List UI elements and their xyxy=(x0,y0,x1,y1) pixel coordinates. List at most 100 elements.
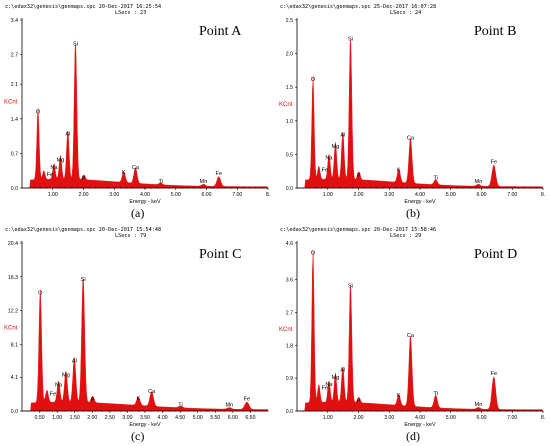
panel-d: c:\edax32\genesis\genmaps.spc 20-Dec-201… xyxy=(275,223,550,446)
peak-label: Ca xyxy=(407,333,415,339)
header-path: c:\edax32\genesis\genmaps.spc xyxy=(280,227,371,233)
y-axis-label: KCnt xyxy=(4,325,18,331)
x-tick-label: 1.00 xyxy=(52,415,62,421)
peak-label: Ti xyxy=(433,391,437,397)
x-tick-label: 2.00 xyxy=(353,415,363,421)
panel-c: c:\edax32\genesis\genmaps.spc 20-Dec-201… xyxy=(0,223,275,446)
x-tick-label: 3.00 xyxy=(122,415,132,421)
x-tick-label: 3.00 xyxy=(109,192,119,198)
peak-label: Ti xyxy=(158,179,162,185)
x-tick-label: 2.50 xyxy=(105,415,115,421)
y-tick-label: 1.0 xyxy=(286,119,293,125)
x-tick-label: 0.50 xyxy=(35,415,45,421)
panel-a: c:\edax32\genesis\genmaps.spc 20-Dec-201… xyxy=(0,0,275,223)
x-tick-label: 4.00 xyxy=(415,415,425,421)
header-lsecs: LSecs : 79 xyxy=(115,233,147,239)
peak-label: Al xyxy=(340,133,345,139)
x-tick-label: 5.00 xyxy=(446,192,456,198)
x-tick-label: 6.00 xyxy=(476,192,486,198)
spectrum-area xyxy=(22,43,269,189)
x-tick-label: 5.50 xyxy=(210,415,220,421)
peak-label: Si xyxy=(73,42,78,48)
y-tick-label: 3.6 xyxy=(286,278,293,284)
y-tick-label: 16.3 xyxy=(8,275,18,281)
peak-label: Fe xyxy=(491,371,498,377)
x-tick-label: 3.00 xyxy=(384,192,394,198)
x-axis-label: Energy - keV xyxy=(129,199,161,205)
y-tick-label: 12.2 xyxy=(8,309,18,315)
peak-label: Si xyxy=(348,37,353,43)
x-tick-label: 4.00 xyxy=(415,192,425,198)
x-tick-label: 8. xyxy=(266,192,270,198)
header-lsecs: LSecs : 24 xyxy=(390,10,422,16)
peak-label: Si xyxy=(348,283,353,289)
point-title: Point A xyxy=(199,24,242,39)
spectrum-area xyxy=(22,278,269,412)
x-tick-label: 1.00 xyxy=(323,192,333,198)
peak-label: Mg xyxy=(62,373,70,379)
x-tick-label: 5.00 xyxy=(193,415,203,421)
peak-label: Fe xyxy=(322,168,329,174)
spectrum-chart-b: 2.5 2.0 1.5 1.0 0.5 0.0 KCnt 1.00 2.00 3.00 4.00 5.… xyxy=(279,18,545,205)
peak-label: Mn xyxy=(225,402,233,408)
x-tick-label: 5.00 xyxy=(171,192,181,198)
y-tick-label: 3.4 xyxy=(11,18,18,24)
x-tick-label: 7.00 xyxy=(232,192,242,198)
header-date: 20-Dec-2017 15:58:46 xyxy=(373,227,437,233)
peak-label: Al xyxy=(340,367,345,373)
y-tick-label: 0.7 xyxy=(11,151,18,157)
x-axis-label: Energy - keV xyxy=(404,199,436,205)
peak-label: K xyxy=(397,393,401,399)
subfigure-label: (d) xyxy=(406,429,420,443)
header-line-1: c:\edax32\genesis\genmaps.spc 25-Dec-201… xyxy=(280,4,436,10)
y-tick-label: 1.4 xyxy=(11,117,18,123)
peak-label: Na xyxy=(325,155,333,161)
spectrum-chart-c: 20.4 16.3 12.2 8.1 4.1 0.0 KCnt 0.50 1.00 1.50 2.0… xyxy=(4,241,269,428)
y-tick-label: 4.6 xyxy=(286,241,293,247)
x-tick-label: 8. xyxy=(541,415,545,421)
point-title: Point D xyxy=(474,247,518,262)
peak-label: Na xyxy=(55,383,63,389)
header-path: c:\edax32\genesis\genmaps.spc xyxy=(5,227,96,233)
y-tick-label: 8.1 xyxy=(11,342,18,348)
peak-label: P xyxy=(357,399,361,405)
x-tick-label: 6.50 xyxy=(245,415,255,421)
peak-label: O xyxy=(311,251,316,257)
peak-label: Fe xyxy=(244,397,251,403)
peak-label: Fe xyxy=(491,159,498,165)
peak-label: Ti xyxy=(178,402,182,408)
peak-label: Ca xyxy=(407,135,415,141)
y-tick-label: 2.1 xyxy=(11,82,18,88)
spectrum-fill xyxy=(22,43,269,189)
x-tick-label: 3.50 xyxy=(140,415,150,421)
peak-label: Fe xyxy=(50,392,57,398)
peak-label: K xyxy=(397,168,401,174)
y-tick-label: 0.0 xyxy=(11,409,18,415)
spectrum-fill xyxy=(297,38,544,189)
peak-label: Mn xyxy=(475,402,483,408)
point-title: Point B xyxy=(474,24,517,39)
x-tick-label: 1.00 xyxy=(323,415,333,421)
peak-label: O xyxy=(38,290,43,296)
y-tick-label: 0.0 xyxy=(11,186,18,192)
spectrum-fill xyxy=(22,278,269,412)
x-tick-label: 6.00 xyxy=(228,415,238,421)
y-tick-label: 0.9 xyxy=(286,376,293,382)
peak-label: P xyxy=(91,397,95,403)
peak-label: K xyxy=(136,396,140,402)
y-tick-label: 0.5 xyxy=(286,152,293,158)
y-axis-label: KCnt xyxy=(279,102,293,108)
peak-label: Mg xyxy=(57,157,65,163)
peak-label: Mg xyxy=(332,144,340,150)
x-axis-label: Energy - keV xyxy=(404,422,436,428)
x-tick-label: 8. xyxy=(541,192,545,198)
header-line-1: c:\edax32\genesis\genmaps.spc 20-Dec-201… xyxy=(5,4,161,10)
peak-label: Na xyxy=(325,382,333,388)
y-tick-label: 0.0 xyxy=(286,409,293,415)
x-tick-label: 4.00 xyxy=(158,415,168,421)
y-tick-label: 1.5 xyxy=(286,85,293,91)
header-path: c:\edax32\genesis\genmaps.spc xyxy=(280,4,371,10)
peak-label: Mn xyxy=(200,179,208,185)
peak-label: Ti xyxy=(433,176,437,182)
header-path: c:\edax32\genesis\genmaps.spc xyxy=(5,4,96,10)
